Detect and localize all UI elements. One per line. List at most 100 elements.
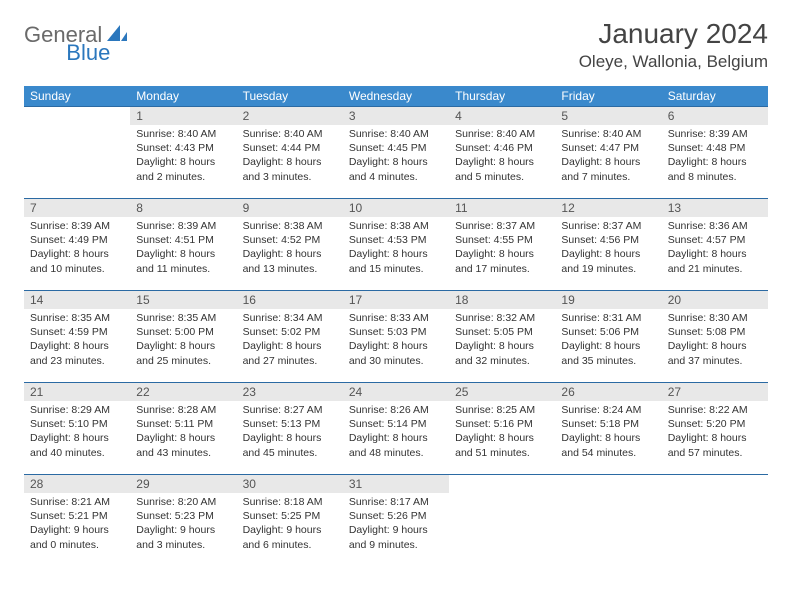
calendar-week-row: 14Sunrise: 8:35 AMSunset: 4:59 PMDayligh… [24,291,768,383]
day-number: 12 [555,199,661,217]
calendar-day-cell: 30Sunrise: 8:18 AMSunset: 5:25 PMDayligh… [237,475,343,567]
sunset-text: Sunset: 5:08 PM [668,325,762,339]
daylight-text: Daylight: 8 hours and 7 minutes. [561,155,655,183]
calendar-day-cell: 15Sunrise: 8:35 AMSunset: 5:00 PMDayligh… [130,291,236,383]
sunset-text: Sunset: 5:26 PM [349,509,443,523]
day-details: Sunrise: 8:40 AMSunset: 4:47 PMDaylight:… [555,125,661,188]
day-number: 17 [343,291,449,309]
daylight-text: Daylight: 8 hours and 8 minutes. [668,155,762,183]
day-details: Sunrise: 8:32 AMSunset: 5:05 PMDaylight:… [449,309,555,372]
day-details: Sunrise: 8:40 AMSunset: 4:46 PMDaylight:… [449,125,555,188]
calendar-week-row: 1Sunrise: 8:40 AMSunset: 4:43 PMDaylight… [24,107,768,199]
month-title: January 2024 [579,18,768,50]
daylight-text: Daylight: 8 hours and 45 minutes. [243,431,337,459]
logo-word-blue: Blue [66,40,110,66]
sunset-text: Sunset: 4:46 PM [455,141,549,155]
daylight-text: Daylight: 8 hours and 13 minutes. [243,247,337,275]
day-details: Sunrise: 8:35 AMSunset: 5:00 PMDaylight:… [130,309,236,372]
day-number: 21 [24,383,130,401]
sunrise-text: Sunrise: 8:39 AM [30,219,124,233]
day-number: 23 [237,383,343,401]
calendar-day-cell: 9Sunrise: 8:38 AMSunset: 4:52 PMDaylight… [237,199,343,291]
sunset-text: Sunset: 5:18 PM [561,417,655,431]
day-number: 1 [130,107,236,125]
calendar-day-cell: 11Sunrise: 8:37 AMSunset: 4:55 PMDayligh… [449,199,555,291]
day-details: Sunrise: 8:40 AMSunset: 4:45 PMDaylight:… [343,125,449,188]
calendar-day-cell: 17Sunrise: 8:33 AMSunset: 5:03 PMDayligh… [343,291,449,383]
sunset-text: Sunset: 5:23 PM [136,509,230,523]
sunrise-text: Sunrise: 8:27 AM [243,403,337,417]
weekday-heading: Wednesday [343,86,449,107]
logo: General Blue [24,22,172,48]
daylight-text: Daylight: 9 hours and 3 minutes. [136,523,230,551]
day-details: Sunrise: 8:39 AMSunset: 4:51 PMDaylight:… [130,217,236,280]
sunset-text: Sunset: 4:57 PM [668,233,762,247]
sunset-text: Sunset: 5:13 PM [243,417,337,431]
sunrise-text: Sunrise: 8:40 AM [136,127,230,141]
sunrise-text: Sunrise: 8:40 AM [349,127,443,141]
title-block: January 2024 Oleye, Wallonia, Belgium [579,18,768,72]
sunset-text: Sunset: 4:49 PM [30,233,124,247]
calendar-day-cell: 10Sunrise: 8:38 AMSunset: 4:53 PMDayligh… [343,199,449,291]
sunrise-text: Sunrise: 8:37 AM [455,219,549,233]
daylight-text: Daylight: 8 hours and 40 minutes. [30,431,124,459]
day-details: Sunrise: 8:40 AMSunset: 4:44 PMDaylight:… [237,125,343,188]
sunset-text: Sunset: 5:21 PM [30,509,124,523]
day-details: Sunrise: 8:21 AMSunset: 5:21 PMDaylight:… [24,493,130,556]
day-details: Sunrise: 8:20 AMSunset: 5:23 PMDaylight:… [130,493,236,556]
sunrise-text: Sunrise: 8:39 AM [668,127,762,141]
day-number: 14 [24,291,130,309]
sunrise-text: Sunrise: 8:29 AM [30,403,124,417]
sunset-text: Sunset: 5:02 PM [243,325,337,339]
daylight-text: Daylight: 9 hours and 6 minutes. [243,523,337,551]
day-number: 27 [662,383,768,401]
day-number: 25 [449,383,555,401]
day-number: 4 [449,107,555,125]
day-details: Sunrise: 8:25 AMSunset: 5:16 PMDaylight:… [449,401,555,464]
day-details: Sunrise: 8:26 AMSunset: 5:14 PMDaylight:… [343,401,449,464]
day-number: 20 [662,291,768,309]
day-number: 9 [237,199,343,217]
daylight-text: Daylight: 8 hours and 32 minutes. [455,339,549,367]
daylight-text: Daylight: 8 hours and 48 minutes. [349,431,443,459]
sunset-text: Sunset: 5:05 PM [455,325,549,339]
day-number: 30 [237,475,343,493]
day-details: Sunrise: 8:35 AMSunset: 4:59 PMDaylight:… [24,309,130,372]
calendar-day-cell [449,475,555,567]
day-details: Sunrise: 8:38 AMSunset: 4:52 PMDaylight:… [237,217,343,280]
weekday-heading: Saturday [662,86,768,107]
day-number: 8 [130,199,236,217]
calendar-day-cell: 1Sunrise: 8:40 AMSunset: 4:43 PMDaylight… [130,107,236,199]
daylight-text: Daylight: 8 hours and 57 minutes. [668,431,762,459]
calendar-day-cell: 2Sunrise: 8:40 AMSunset: 4:44 PMDaylight… [237,107,343,199]
calendar-day-cell [662,475,768,567]
sunrise-text: Sunrise: 8:25 AM [455,403,549,417]
sunset-text: Sunset: 5:16 PM [455,417,549,431]
calendar-body: 1Sunrise: 8:40 AMSunset: 4:43 PMDaylight… [24,107,768,567]
daylight-text: Daylight: 8 hours and 37 minutes. [668,339,762,367]
day-number: 15 [130,291,236,309]
calendar-day-cell: 13Sunrise: 8:36 AMSunset: 4:57 PMDayligh… [662,199,768,291]
daylight-text: Daylight: 8 hours and 51 minutes. [455,431,549,459]
sunset-text: Sunset: 5:25 PM [243,509,337,523]
sunrise-text: Sunrise: 8:36 AM [668,219,762,233]
daylight-text: Daylight: 8 hours and 3 minutes. [243,155,337,183]
day-details: Sunrise: 8:31 AMSunset: 5:06 PMDaylight:… [555,309,661,372]
day-details: Sunrise: 8:24 AMSunset: 5:18 PMDaylight:… [555,401,661,464]
day-number: 7 [24,199,130,217]
calendar-day-cell: 3Sunrise: 8:40 AMSunset: 4:45 PMDaylight… [343,107,449,199]
daylight-text: Daylight: 8 hours and 25 minutes. [136,339,230,367]
day-number: 5 [555,107,661,125]
sunset-text: Sunset: 4:43 PM [136,141,230,155]
calendar-day-cell [24,107,130,199]
calendar-week-row: 21Sunrise: 8:29 AMSunset: 5:10 PMDayligh… [24,383,768,475]
day-details: Sunrise: 8:22 AMSunset: 5:20 PMDaylight:… [662,401,768,464]
day-number: 10 [343,199,449,217]
day-details: Sunrise: 8:37 AMSunset: 4:55 PMDaylight:… [449,217,555,280]
sunset-text: Sunset: 5:06 PM [561,325,655,339]
sunrise-text: Sunrise: 8:28 AM [136,403,230,417]
sunrise-text: Sunrise: 8:38 AM [349,219,443,233]
weekday-heading: Friday [555,86,661,107]
sunrise-text: Sunrise: 8:31 AM [561,311,655,325]
calendar-day-cell: 29Sunrise: 8:20 AMSunset: 5:23 PMDayligh… [130,475,236,567]
